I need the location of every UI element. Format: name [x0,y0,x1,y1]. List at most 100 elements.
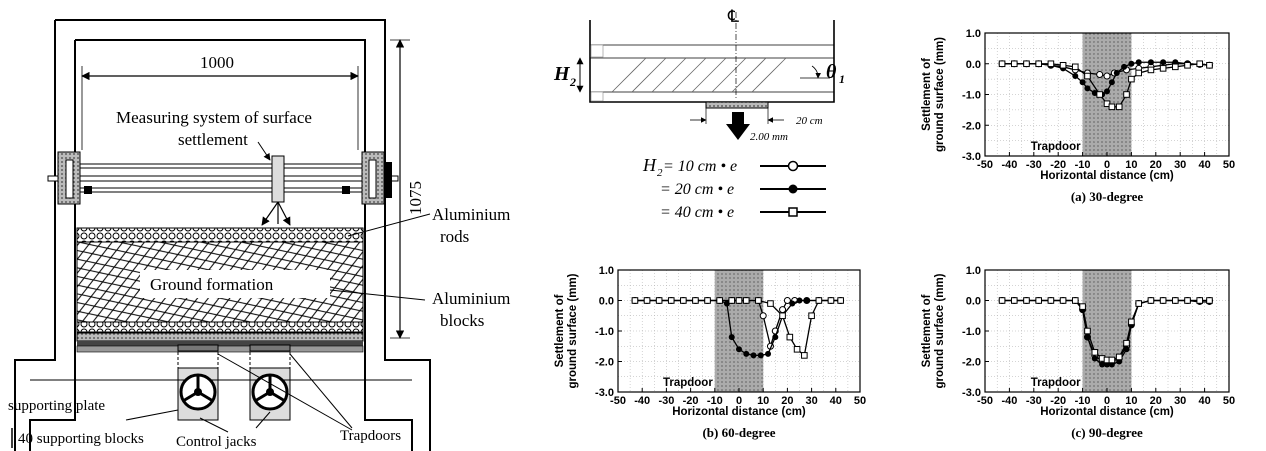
legend-h2-subscript: 2 [657,167,663,179]
data-point-filled-circle [1084,85,1091,92]
data-point-filled-circle [723,300,730,307]
y-tick-label: 1.0 [966,28,981,40]
aluminium-blocks-label-line2: blocks [440,311,484,330]
data-point-filled-circle [1113,69,1120,76]
data-point-open-square [1059,297,1067,304]
chart-60-degree: -50 -40 -30 -20 -10 0 10 20 30 40 50 1.0 0.0 -1.0 -2.0… [554,265,866,440]
data-point-open-square [1196,60,1204,68]
x-tick-label: 30 [1174,159,1186,171]
measuring-system-label-line2: settlement [178,130,248,149]
x-tick-label: 50 [854,395,866,407]
data-point-open-square [1147,297,1155,304]
measuring-system-label-line1: Measuring system of surface [116,108,312,127]
y-axis-label-line1: Settlement of [921,294,933,367]
width-dimension-label: 1000 [200,53,234,72]
x-tick-label: 40 [1198,159,1210,171]
data-point-open-square [1108,356,1116,364]
data-point-open-square [1084,327,1091,335]
aluminium-rods-layer [76,227,364,243]
y-tick-label: -1.0 [962,326,981,338]
control-jack-right [251,373,289,411]
x-tick-label: -10 [1075,159,1091,171]
data-point-open-square [1010,60,1018,68]
data-point-filled-circle [757,352,764,359]
legend-label: = 40 cm • e [660,204,734,221]
data-point-filled-circle [736,346,742,353]
y-tick-label: -2.0 [962,357,981,369]
data-point-filled-circle [728,334,735,341]
data-point-open-square [779,312,786,320]
data-point-open-square [837,297,844,304]
data-point-open-square [680,297,687,304]
data-point-open-square [1159,65,1167,72]
data-point-open-square [1206,61,1213,69]
data-point-open-square [808,312,815,320]
x-tick-label: 40 [1198,395,1210,407]
y-tick-label: -1.0 [595,326,614,338]
y-tick-label: -2.0 [595,357,614,369]
data-point-filled-circle [1104,88,1110,95]
legend-entry-40cm: = 40 cm • e [660,204,826,221]
data-point-open-square [1123,91,1130,98]
data-point-open-square [643,297,651,304]
data-point-filled-circle [1121,63,1128,70]
legend-entry-10cm: H 2 = 10 cm • e [642,155,826,179]
data-point-open-square [728,297,736,304]
dim-2mm: 2.00 mm [750,131,788,143]
data-point-open-square [1035,297,1042,304]
trapdoor-annotation: Trapdoor [1031,377,1081,389]
x-tick-label: -10 [707,395,723,407]
data-point-open-circle [779,306,787,314]
y-tick-label: -2.0 [962,120,981,132]
y-axis-label-line1: Settlement of [554,294,566,367]
x-tick-label: 10 [757,395,769,407]
data-point-open-square [1084,72,1091,80]
data-point-open-square [655,297,663,304]
data-point-open-square [1147,66,1155,74]
y-tick-label: -3.0 [962,151,981,163]
trapdoor-annotation: Trapdoor [663,377,713,389]
chart-caption: (c) 90-degree [1071,425,1143,440]
aluminium-blocks-label-line1: Aluminium [432,289,510,308]
y-axis-label-line1: Settlement of [921,58,933,131]
data-point-open-square [1135,69,1143,77]
x-tick-label: -20 [1050,159,1066,171]
ground-formation-label: Ground formation [150,275,274,294]
x-tick-label: -50 [977,159,993,171]
data-point-filled-circle [1135,59,1142,66]
y-tick-label: 0.0 [966,296,981,308]
x-tick-label: 0 [1104,159,1110,171]
data-point-open-circle [783,297,791,304]
x-tick-label: 30 [805,395,817,407]
x-axis-label: Horizontal distance (cm) [1040,170,1174,182]
y-axis-label-line2: ground surface (mm) [934,37,946,152]
data-point-open-square [786,333,794,341]
legend: H 2 = 10 cm • e = 20 cm • e = 40 cm • e [642,155,826,221]
centerline-symbol: ℄ [727,7,739,26]
data-point-open-square [1206,297,1213,304]
legend-label: = 10 cm • e [663,158,737,175]
x-tick-label: -40 [634,395,650,407]
data-point-open-square [1079,303,1086,310]
x-tick-label: 10 [1125,395,1137,407]
data-point-open-square [1108,103,1116,111]
data-point-open-square [755,297,762,304]
y-tick-label: 0.0 [599,296,614,308]
data-point-open-square [667,297,675,304]
data-point-open-square [801,352,808,359]
data-point-open-square [704,297,711,304]
legend-h2-symbol: H [642,155,657,175]
data-point-filled-circle [1128,60,1135,67]
y-tick-label: -1.0 [962,90,981,102]
data-point-open-square [1010,297,1018,304]
x-tick-label: 10 [1125,159,1137,171]
h2-symbol: H [553,63,571,85]
data-point-open-square [1184,61,1191,69]
data-point-open-square [1023,60,1030,68]
x-tick-label: 50 [1223,395,1235,407]
x-axis-label: Horizontal distance (cm) [672,406,806,418]
data-point-filled-circle [1079,79,1086,86]
h2-subscript: 2 [569,75,576,89]
x-tick-label: 0 [1104,395,1110,407]
data-point-open-square [767,300,774,307]
